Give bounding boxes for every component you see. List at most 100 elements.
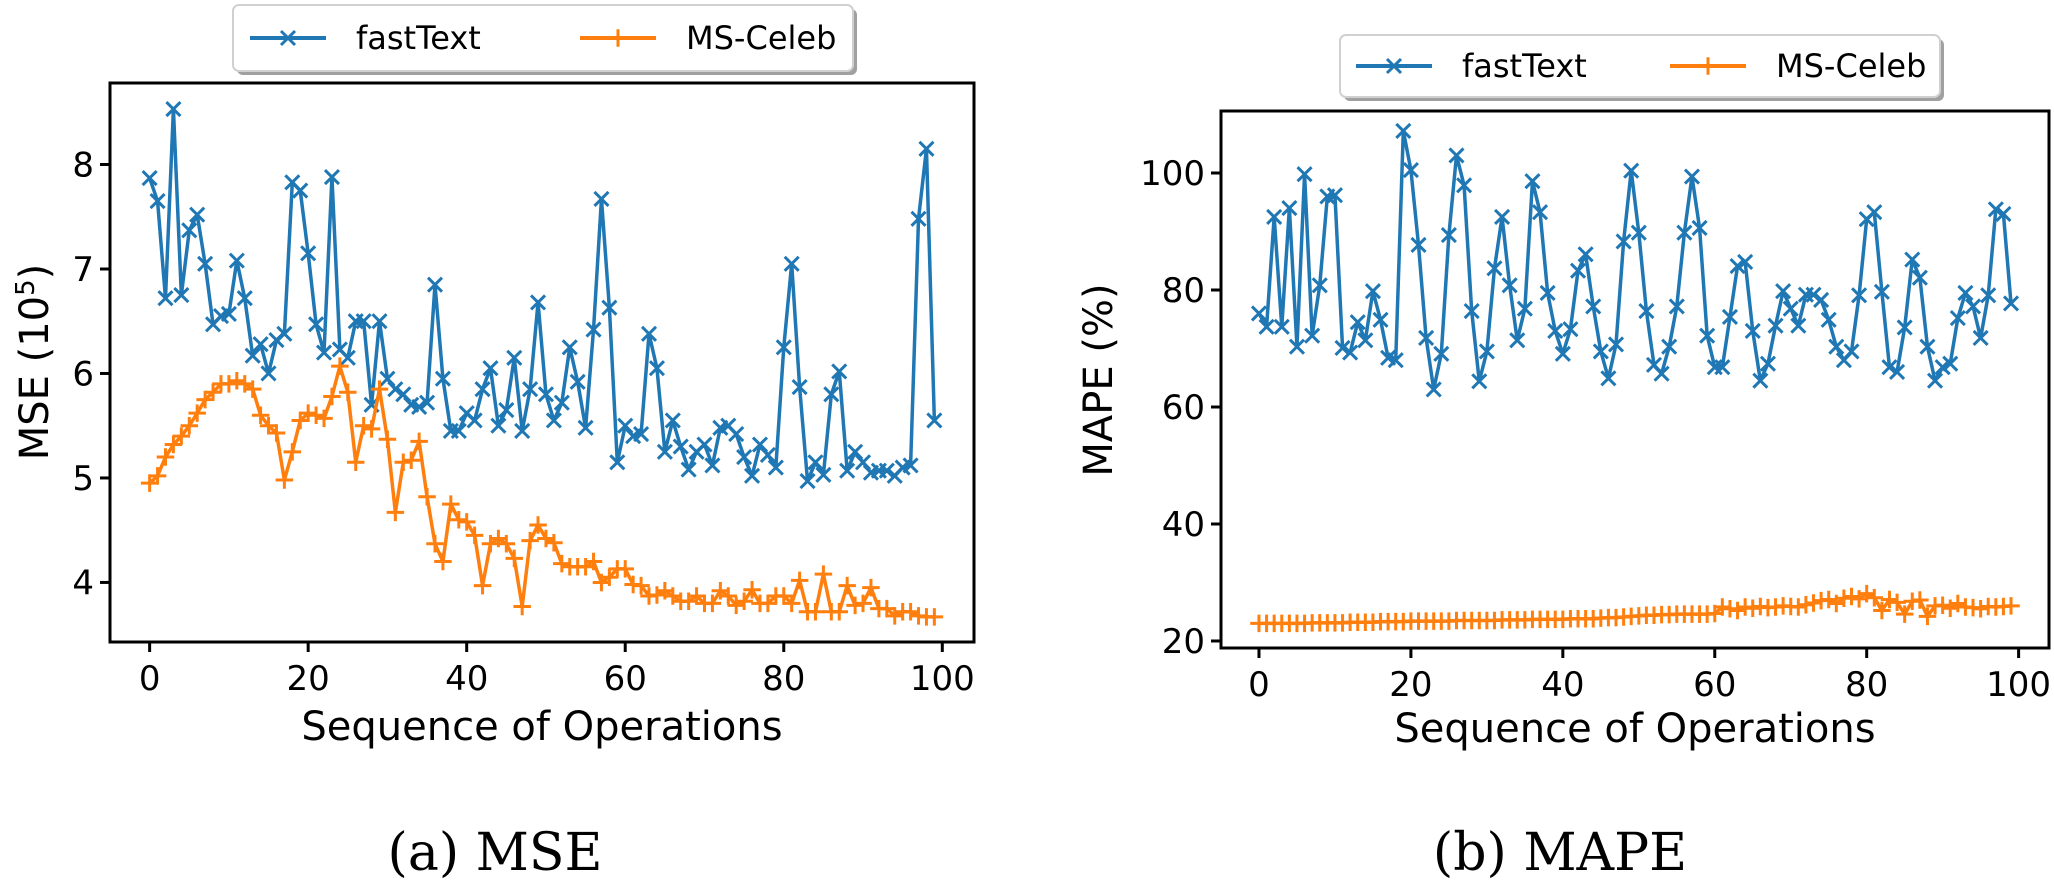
data-point-marker [767,459,784,476]
legend-marker-icon [1385,57,1403,75]
data-point-marker [315,409,333,428]
data-point-marker [815,466,832,483]
data-point-marker [1911,591,1929,609]
data-point-marker [545,412,562,429]
data-point-marker [419,394,436,411]
mse-y-axis-label-exponent: 5 [11,279,41,296]
data-point-marker [395,386,412,403]
data-point-marker [1820,311,1837,328]
data-point-marker [346,453,365,472]
data-point-marker [885,607,904,625]
data-point-marker [1493,208,1511,225]
data-point-marker [656,443,673,460]
data-point-marker [1889,363,1906,380]
data-point-marker [1721,308,1739,325]
data-point-marker [1911,269,1928,286]
x-tick-label: 80 [762,659,805,699]
data-point-marker [1615,233,1632,250]
data-point-marker [522,381,539,398]
data-point-marker [1813,291,1830,309]
data-point-marker [410,432,428,451]
data-point-marker [1918,607,1937,626]
data-point-marker [831,363,848,380]
legend-label: MS-Celeb [1776,47,1926,85]
data-point-marker [292,182,309,199]
data-point-marker [189,206,206,223]
data-point-marker [2002,597,2020,615]
data-point-marker [156,448,175,466]
data-point-marker [862,578,880,597]
data-point-marker [141,170,158,187]
data-point-marker [197,255,214,272]
data-point-marker [759,446,776,464]
data-point-marker [1866,204,1883,221]
data-point-marker [577,419,594,436]
data-point-marker [735,592,753,610]
legend-marker-icon [279,29,297,47]
data-point-marker [1790,317,1807,334]
data-point-marker [243,380,262,398]
data-point-marker [1433,345,1450,362]
x-tick-label: 40 [445,659,488,699]
mape-chart-panel: fastText MS-Celeb 0 20 40 60 80 100 20 40 60 80 100… [1076,34,2051,883]
data-point-marker [1478,343,1495,360]
data-point-marker [854,454,872,471]
data-point-marker [1699,327,1716,344]
data-point-marker [1782,300,1799,317]
data-point-marker [173,287,190,304]
data-point-marker [1334,339,1351,356]
data-point-marker [640,325,658,342]
data-point-marker [228,252,245,269]
data-point-marker [1857,584,1876,603]
mse-x-axis-label: Sequence of Operations [301,704,782,750]
mse-y-axis-label-main: MSE (10 [12,296,58,460]
y-tick-label: 8 [72,145,94,185]
data-point-marker [1880,590,1899,609]
data-point-marker [1326,187,1344,204]
data-point-marker [180,416,199,435]
data-point-marker [1835,589,1853,608]
data-point-marker [1842,587,1861,606]
data-point-marker [228,372,246,390]
data-point-marker [1828,338,1845,355]
data-point-marker [1486,260,1503,277]
y-tick-label: 20 [1162,622,1205,662]
y-tick-label: 80 [1162,271,1205,311]
data-point-marker [411,398,428,415]
mse-caption: (a) MSE [388,823,603,883]
data-point-marker [1926,372,1944,389]
data-point-marker [1509,332,1526,349]
data-point-marker [188,404,206,422]
mape-series-ms-celeb [1250,584,2020,633]
data-point-marker [1759,355,1777,372]
data-point-marker [743,467,761,484]
data-point-marker [830,602,848,621]
data-point-marker [727,596,745,615]
data-point-marker [1448,147,1465,164]
data-point-marker [1531,204,1549,221]
data-point-marker [736,448,753,466]
data-point-marker [1266,208,1283,225]
data-point-marker [498,401,515,419]
data-point-marker [1357,332,1374,349]
data-point-marker [648,360,665,377]
data-point-marker [1562,321,1579,338]
legend-label: fastText [1462,47,1587,85]
data-point-marker [236,290,253,307]
data-point-marker [553,394,570,411]
data-point-marker [1554,345,1571,362]
data-point-marker [1714,359,1731,376]
data-point-marker [901,602,920,621]
data-point-marker [521,531,539,550]
data-point-marker [609,454,626,471]
data-point-marker [418,488,436,506]
data-point-marker [632,576,650,595]
data-point-marker [450,422,467,439]
data-point-marker [2002,295,2020,312]
data-point-marker [807,454,824,471]
data-point-marker [1402,162,1419,179]
data-point-marker [204,383,222,402]
data-point-marker [1737,253,1754,270]
data-point-marker [1865,588,1884,607]
data-point-marker [751,436,769,453]
